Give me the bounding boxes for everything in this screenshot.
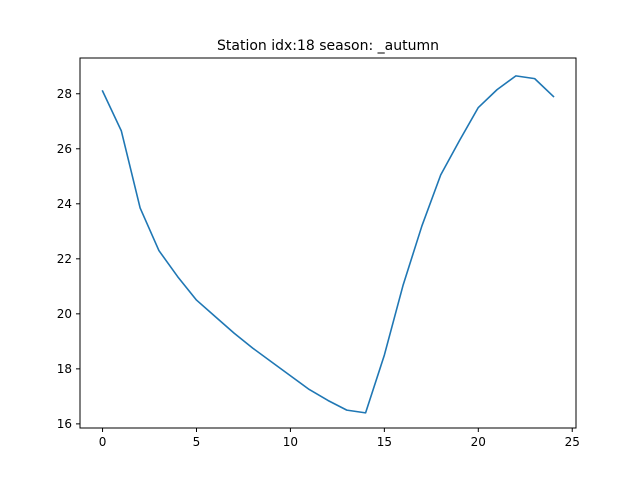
y-tick-label: 18	[57, 362, 72, 376]
y-tick-label: 26	[57, 142, 72, 156]
x-tick-label: 25	[565, 435, 580, 449]
x-tick-label: 15	[377, 435, 392, 449]
x-tick-label: 0	[99, 435, 107, 449]
y-tick-label: 28	[57, 87, 72, 101]
x-tick-label: 20	[471, 435, 486, 449]
y-tick-label: 16	[57, 417, 72, 431]
y-tick-label: 22	[57, 252, 72, 266]
chart-title: Station idx:18 season: _autumn	[217, 38, 439, 54]
series-line	[101, 75, 555, 414]
x-tick-label: 10	[283, 435, 298, 449]
plot-area: 0 5 10 15 20 25 16 18 20 22 24 26 28	[57, 75, 580, 449]
x-tick-label: 5	[193, 435, 201, 449]
y-tick-label: 20	[57, 307, 72, 321]
axes-frame	[79, 57, 577, 429]
y-tick-label: 24	[57, 197, 72, 211]
